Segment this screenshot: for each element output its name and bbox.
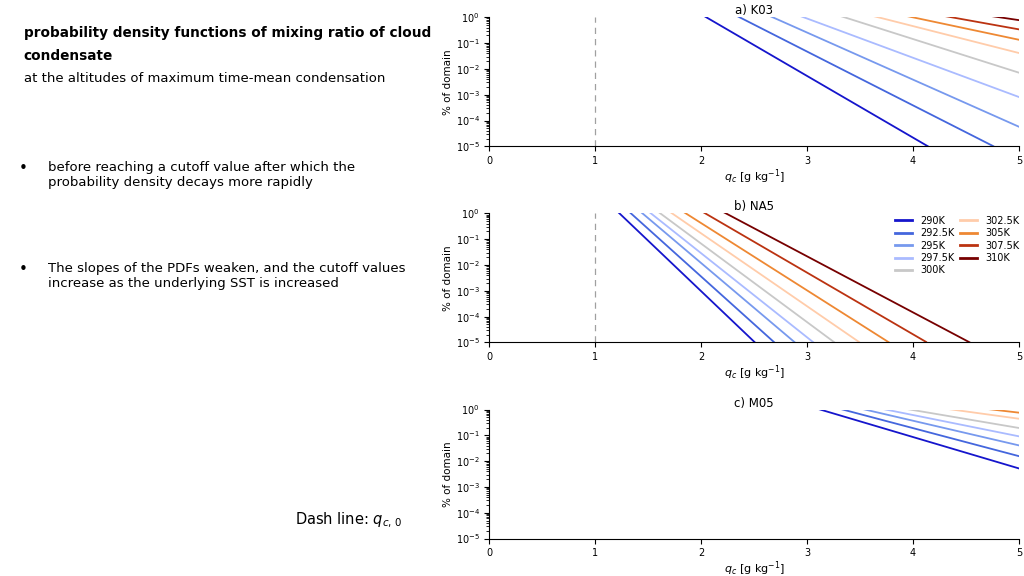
Text: Dash line: $q_{c,\,0}$: Dash line: $q_{c,\,0}$	[295, 510, 402, 530]
Y-axis label: % of domain: % of domain	[442, 245, 453, 310]
Legend: 290K, 292.5K, 295K, 297.5K, 300K, 302.5K, 305K, 307.5K, 310K: 290K, 292.5K, 295K, 297.5K, 300K, 302.5K…	[895, 215, 1019, 275]
X-axis label: $q_c$ [g kg$^{-1}$]: $q_c$ [g kg$^{-1}$]	[724, 168, 784, 186]
X-axis label: $q_c$ [g kg$^{-1}$]: $q_c$ [g kg$^{-1}$]	[724, 560, 784, 576]
Text: probability density functions of mixing ratio of cloud: probability density functions of mixing …	[24, 26, 431, 40]
Title: c) M05: c) M05	[734, 396, 774, 410]
Text: condensate: condensate	[24, 49, 113, 63]
Y-axis label: % of domain: % of domain	[442, 49, 453, 115]
Y-axis label: % of domain: % of domain	[442, 441, 453, 507]
X-axis label: $q_c$ [g kg$^{-1}$]: $q_c$ [g kg$^{-1}$]	[724, 363, 784, 382]
Text: The slopes of the PDFs weaken, and the cutoff values
increase as the underlying : The slopes of the PDFs weaken, and the c…	[48, 262, 406, 290]
Title: b) NA5: b) NA5	[734, 200, 774, 213]
Text: at the altitudes of maximum time-mean condensation: at the altitudes of maximum time-mean co…	[24, 72, 385, 85]
Text: before reaching a cutoff value after which the
probability density decays more r: before reaching a cutoff value after whi…	[48, 161, 354, 190]
Text: •: •	[19, 262, 28, 277]
Text: •: •	[19, 161, 28, 176]
Title: a) K03: a) K03	[735, 4, 773, 17]
